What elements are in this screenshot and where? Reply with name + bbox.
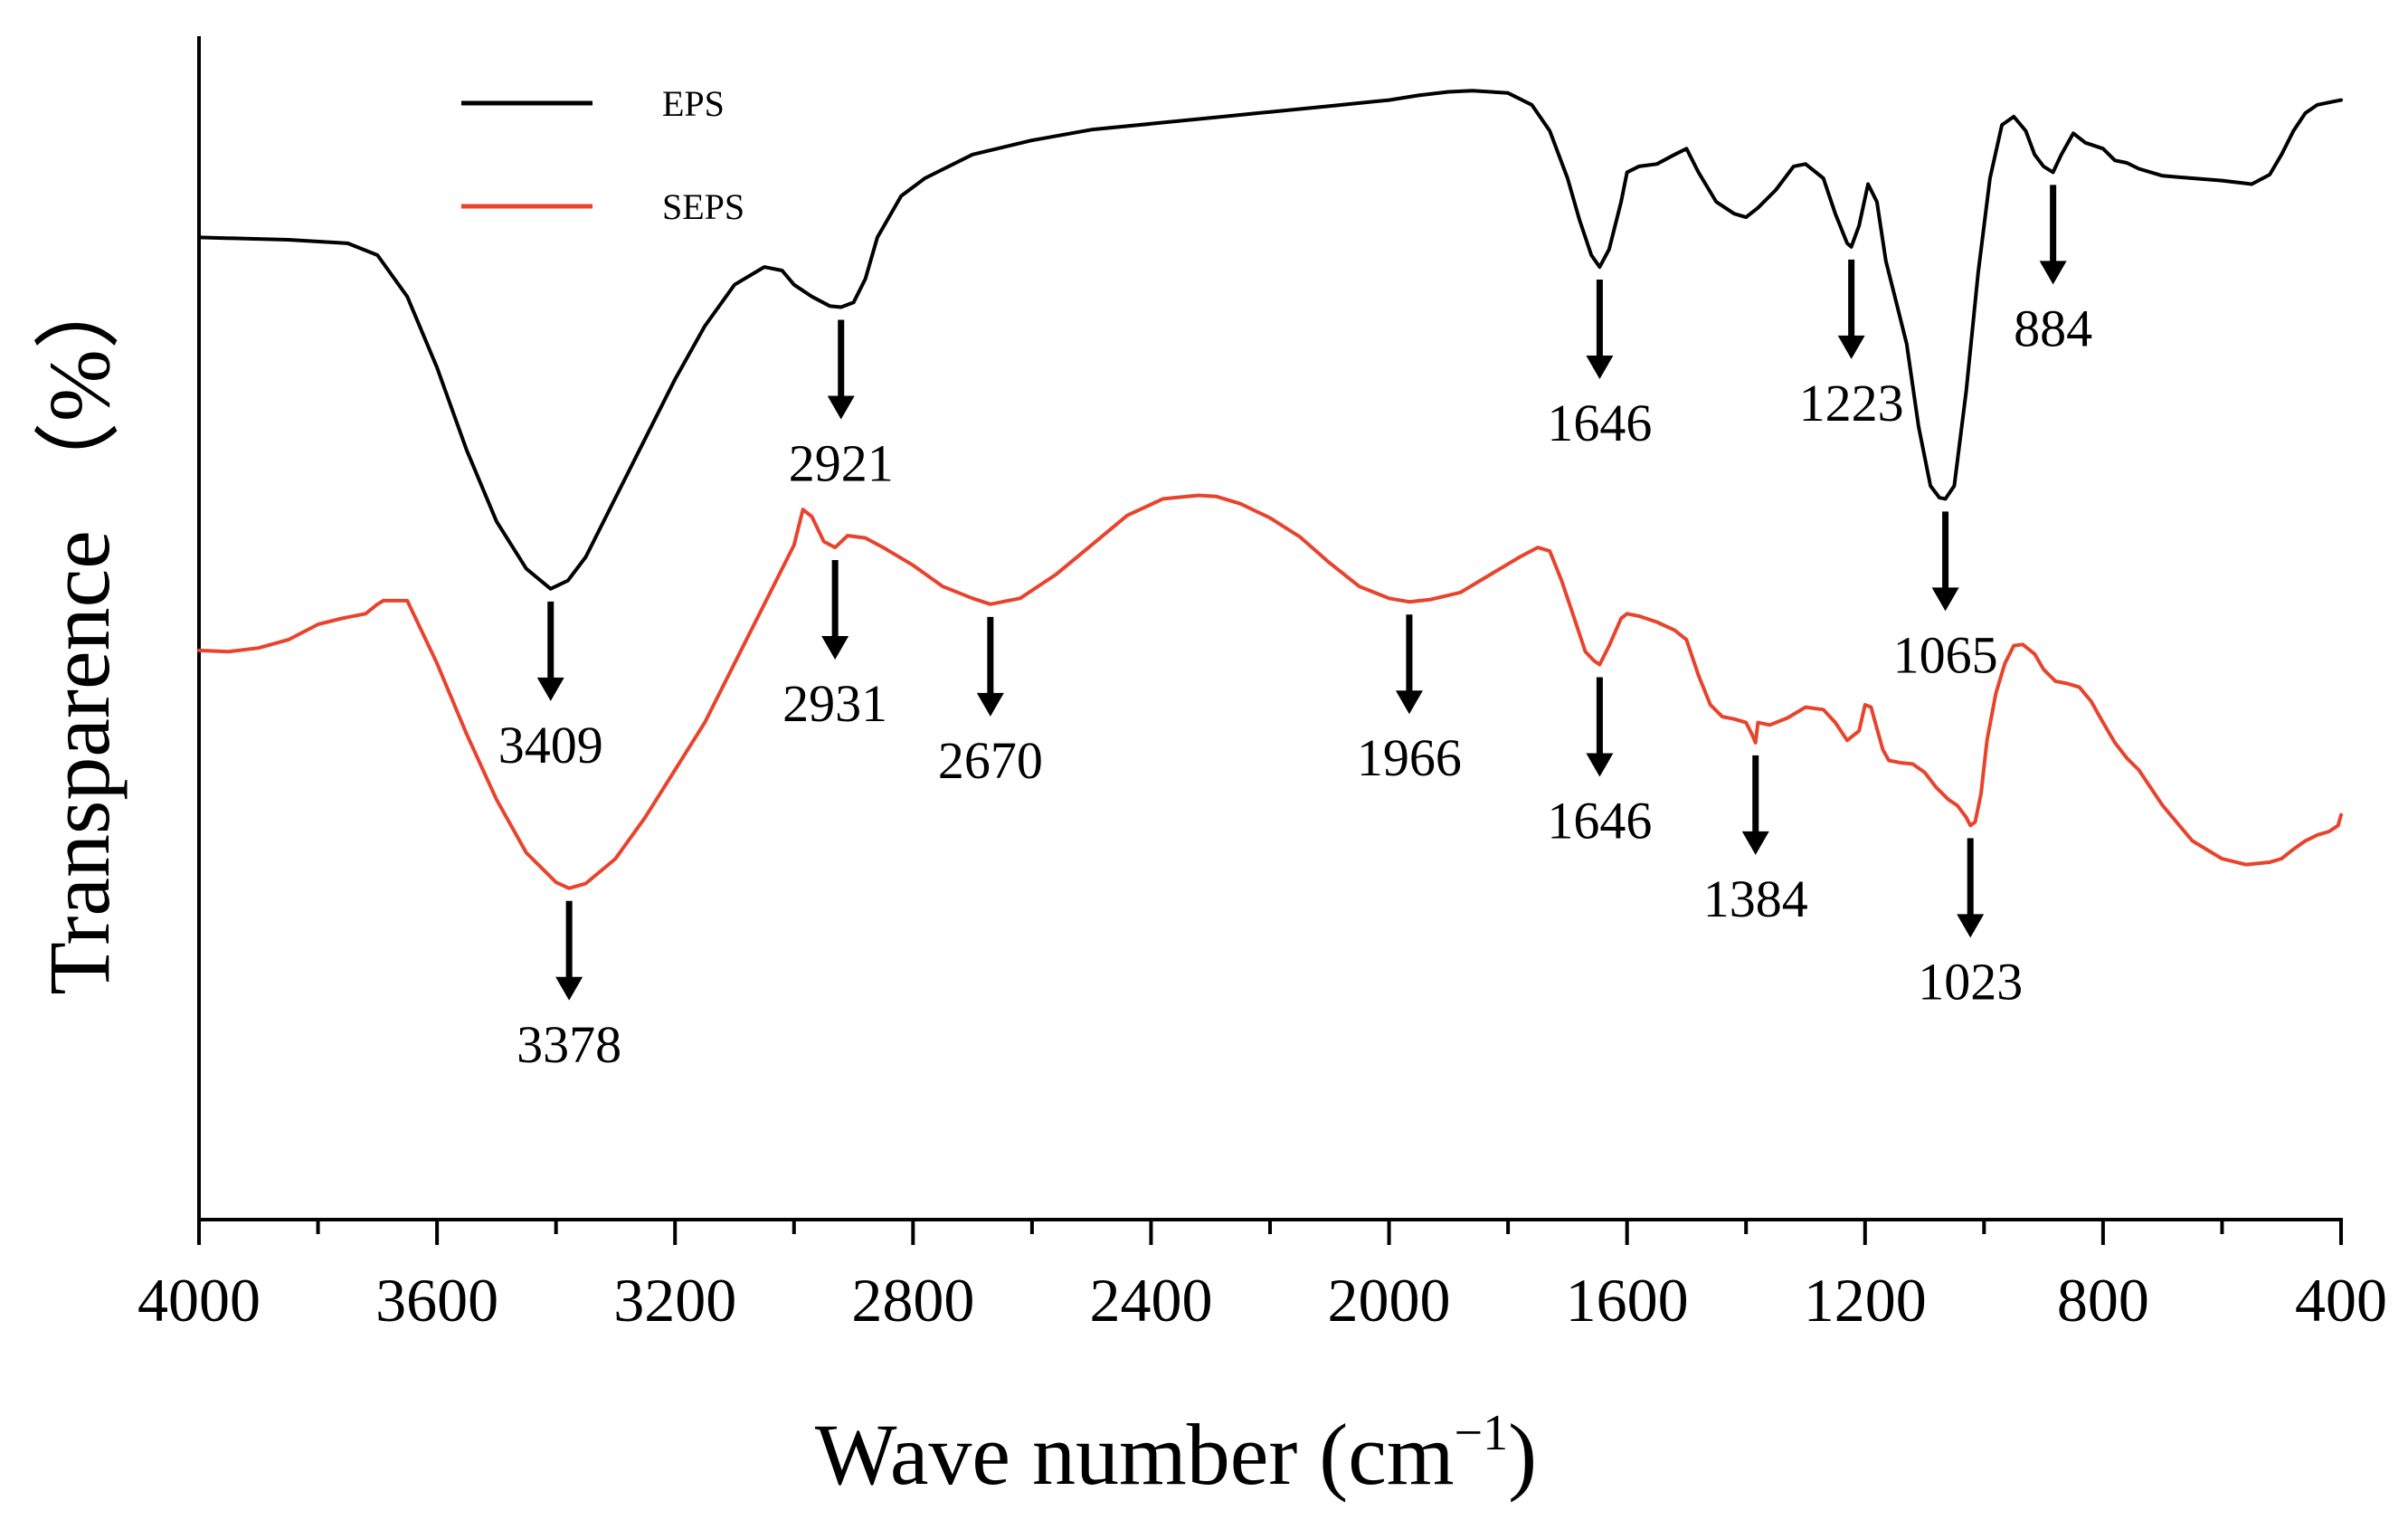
x-tick-label: 1200 <box>1804 1266 1927 1335</box>
peak-arrow-down-icon <box>1931 587 1959 612</box>
x-axis-title-superscript: −1 <box>1455 1405 1509 1461</box>
peak-arrow-down-icon <box>821 636 849 660</box>
x-axis-title: Wave number (cm−1) <box>815 1405 1537 1503</box>
peak-annotation: 2670 <box>938 616 1043 790</box>
peak-annotation: 1384 <box>1703 755 1808 928</box>
peak-annotation: 1966 <box>1357 614 1462 787</box>
peak-annotation: 2931 <box>782 560 887 733</box>
peak-annotation: 3409 <box>498 601 603 774</box>
peak-arrow-down-icon <box>555 976 583 1001</box>
peak-annotation: 1065 <box>1893 511 1998 684</box>
peak-annotation: 1023 <box>1918 838 2023 1011</box>
x-tick-label: 400 <box>2295 1266 2387 1335</box>
peak-arrow-down-icon <box>1586 753 1614 777</box>
peak-arrow-down-icon <box>1395 690 1423 715</box>
y-axis-title: Transparence （%） <box>31 262 128 995</box>
peak-label: 3409 <box>498 716 603 774</box>
x-tick-label: 1600 <box>1566 1266 1689 1335</box>
peak-annotation: 2921 <box>789 319 894 493</box>
peak-arrow-down-icon <box>827 395 855 420</box>
x-ticks <box>197 1220 2343 1245</box>
peak-label: 1065 <box>1893 625 1998 684</box>
peak-label: 1023 <box>1918 952 2023 1011</box>
peak-annotation: 884 <box>2014 185 2092 357</box>
legend-label-seps: SEPS <box>662 186 744 227</box>
peak-label: 1966 <box>1357 728 1462 787</box>
x-axis-title-close: ) <box>1508 1406 1537 1503</box>
peak-label: 2931 <box>782 674 887 733</box>
peak-label: 3378 <box>517 1015 621 1074</box>
peak-label: 1384 <box>1703 869 1808 928</box>
peak-arrow-down-icon <box>1957 914 1985 938</box>
peak-label: 1646 <box>1547 394 1652 452</box>
peak-annotation: 1646 <box>1547 677 1652 850</box>
series-line-seps <box>197 493 2343 890</box>
x-tick-label: 2000 <box>1328 1266 1451 1335</box>
peak-annotations: 3409 2921 1646 1223 1065 884 3378 2931 2670 1966 1… <box>498 185 2092 1074</box>
peak-label: 1223 <box>1799 374 1904 432</box>
peak-label: 2921 <box>789 434 894 493</box>
x-tick-label: 800 <box>2057 1266 2149 1335</box>
peak-arrow-down-icon <box>2039 261 2067 285</box>
x-tick-labels: 4000 3600 3200 2800 2400 2000 1600 1200 800 400 <box>137 1266 2387 1335</box>
legend-label-eps: EPS <box>662 83 725 124</box>
series-line-eps <box>197 89 2343 591</box>
x-tick-label: 2400 <box>1089 1266 1212 1335</box>
x-tick-label: 4000 <box>137 1266 261 1335</box>
peak-label: 1646 <box>1547 792 1652 850</box>
peak-annotation: 1223 <box>1799 259 1904 432</box>
peak-annotation: 3378 <box>517 900 621 1074</box>
legend: EPS SEPS <box>461 83 744 227</box>
peak-arrow-down-icon <box>1741 831 1769 855</box>
x-axis-title-main: Wave number (cm <box>815 1406 1455 1503</box>
peak-arrow-down-icon <box>1837 335 1865 359</box>
peak-arrow-down-icon <box>976 692 1004 717</box>
x-tick-label: 2800 <box>851 1266 974 1335</box>
x-tick-label: 3600 <box>375 1266 498 1335</box>
series-layer <box>197 89 2343 890</box>
peak-arrow-down-icon <box>536 677 564 701</box>
peak-arrow-down-icon <box>1586 356 1614 380</box>
peak-label: 2670 <box>938 731 1043 790</box>
peak-label: 884 <box>2014 299 2092 357</box>
x-tick-label: 3200 <box>613 1266 736 1335</box>
peak-annotation: 1646 <box>1547 280 1652 452</box>
